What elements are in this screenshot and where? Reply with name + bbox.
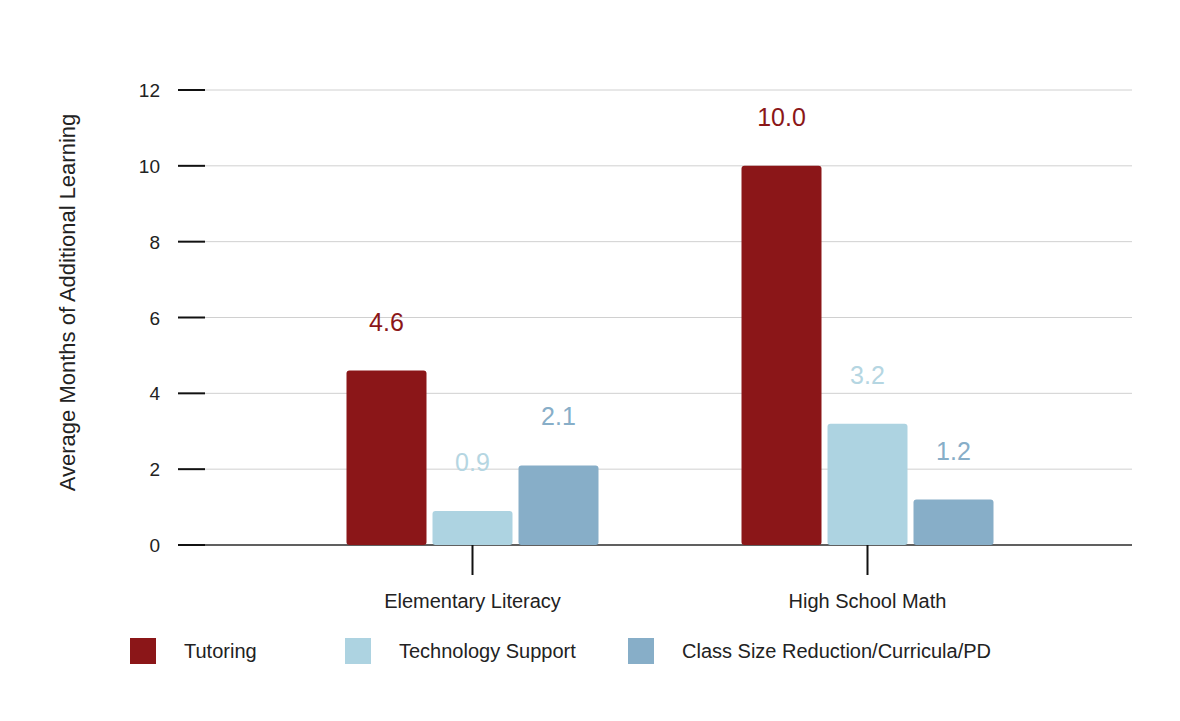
legend-label: Tutoring <box>184 640 257 662</box>
grid-line <box>205 469 1132 470</box>
data-label: 2.1 <box>541 402 576 430</box>
y-tick <box>178 544 205 546</box>
y-tick <box>178 317 205 319</box>
data-label: 0.9 <box>455 448 490 476</box>
legend-swatch <box>628 638 654 664</box>
legend-swatch <box>345 638 371 664</box>
legend-label: Class Size Reduction/Curricula/PD <box>682 640 991 662</box>
x-axis-line <box>205 544 1132 546</box>
legend-label: Technology Support <box>399 640 576 662</box>
bar <box>433 511 513 545</box>
data-label: 3.2 <box>850 361 885 389</box>
y-tick <box>178 468 205 470</box>
x-tick <box>472 545 474 575</box>
bar <box>828 424 908 545</box>
grid-line <box>205 90 1132 91</box>
y-tick-label: 4 <box>149 383 160 404</box>
y-tick-label: 2 <box>149 459 160 480</box>
x-tick-label: High School Math <box>789 590 947 612</box>
chart-container: 0 2 4 6 8 10 12 Average Months of Additional Le… <box>0 0 1180 721</box>
grid-line <box>205 165 1132 166</box>
y-tick-label: 0 <box>149 535 160 556</box>
y-tick <box>178 89 205 91</box>
grid-line <box>205 241 1132 242</box>
y-tick-label: 6 <box>149 308 160 329</box>
data-label: 4.6 <box>369 308 404 336</box>
x-tick-label: Elementary Literacy <box>384 590 561 612</box>
y-tick <box>178 241 205 243</box>
chart: 0 2 4 6 8 10 12 Average Months of Additional Le… <box>0 0 1180 721</box>
x-tick <box>867 545 869 575</box>
grid-line <box>205 393 1132 394</box>
y-tick-label: 10 <box>139 156 160 177</box>
bar <box>742 166 822 545</box>
y-tick <box>178 392 205 394</box>
grid-line <box>205 545 1132 546</box>
data-label: 1.2 <box>936 437 971 465</box>
bar <box>519 465 599 545</box>
bar <box>914 500 994 546</box>
legend-swatch <box>130 638 156 664</box>
data-label: 10.0 <box>757 103 806 131</box>
y-tick-label: 12 <box>139 80 160 101</box>
bars <box>347 166 994 545</box>
y-tick <box>178 165 205 167</box>
grid-line <box>205 317 1132 318</box>
y-axis-title: Average Months of Additional Learning <box>55 114 80 492</box>
bar <box>347 371 427 545</box>
y-tick-label: 8 <box>149 232 160 253</box>
